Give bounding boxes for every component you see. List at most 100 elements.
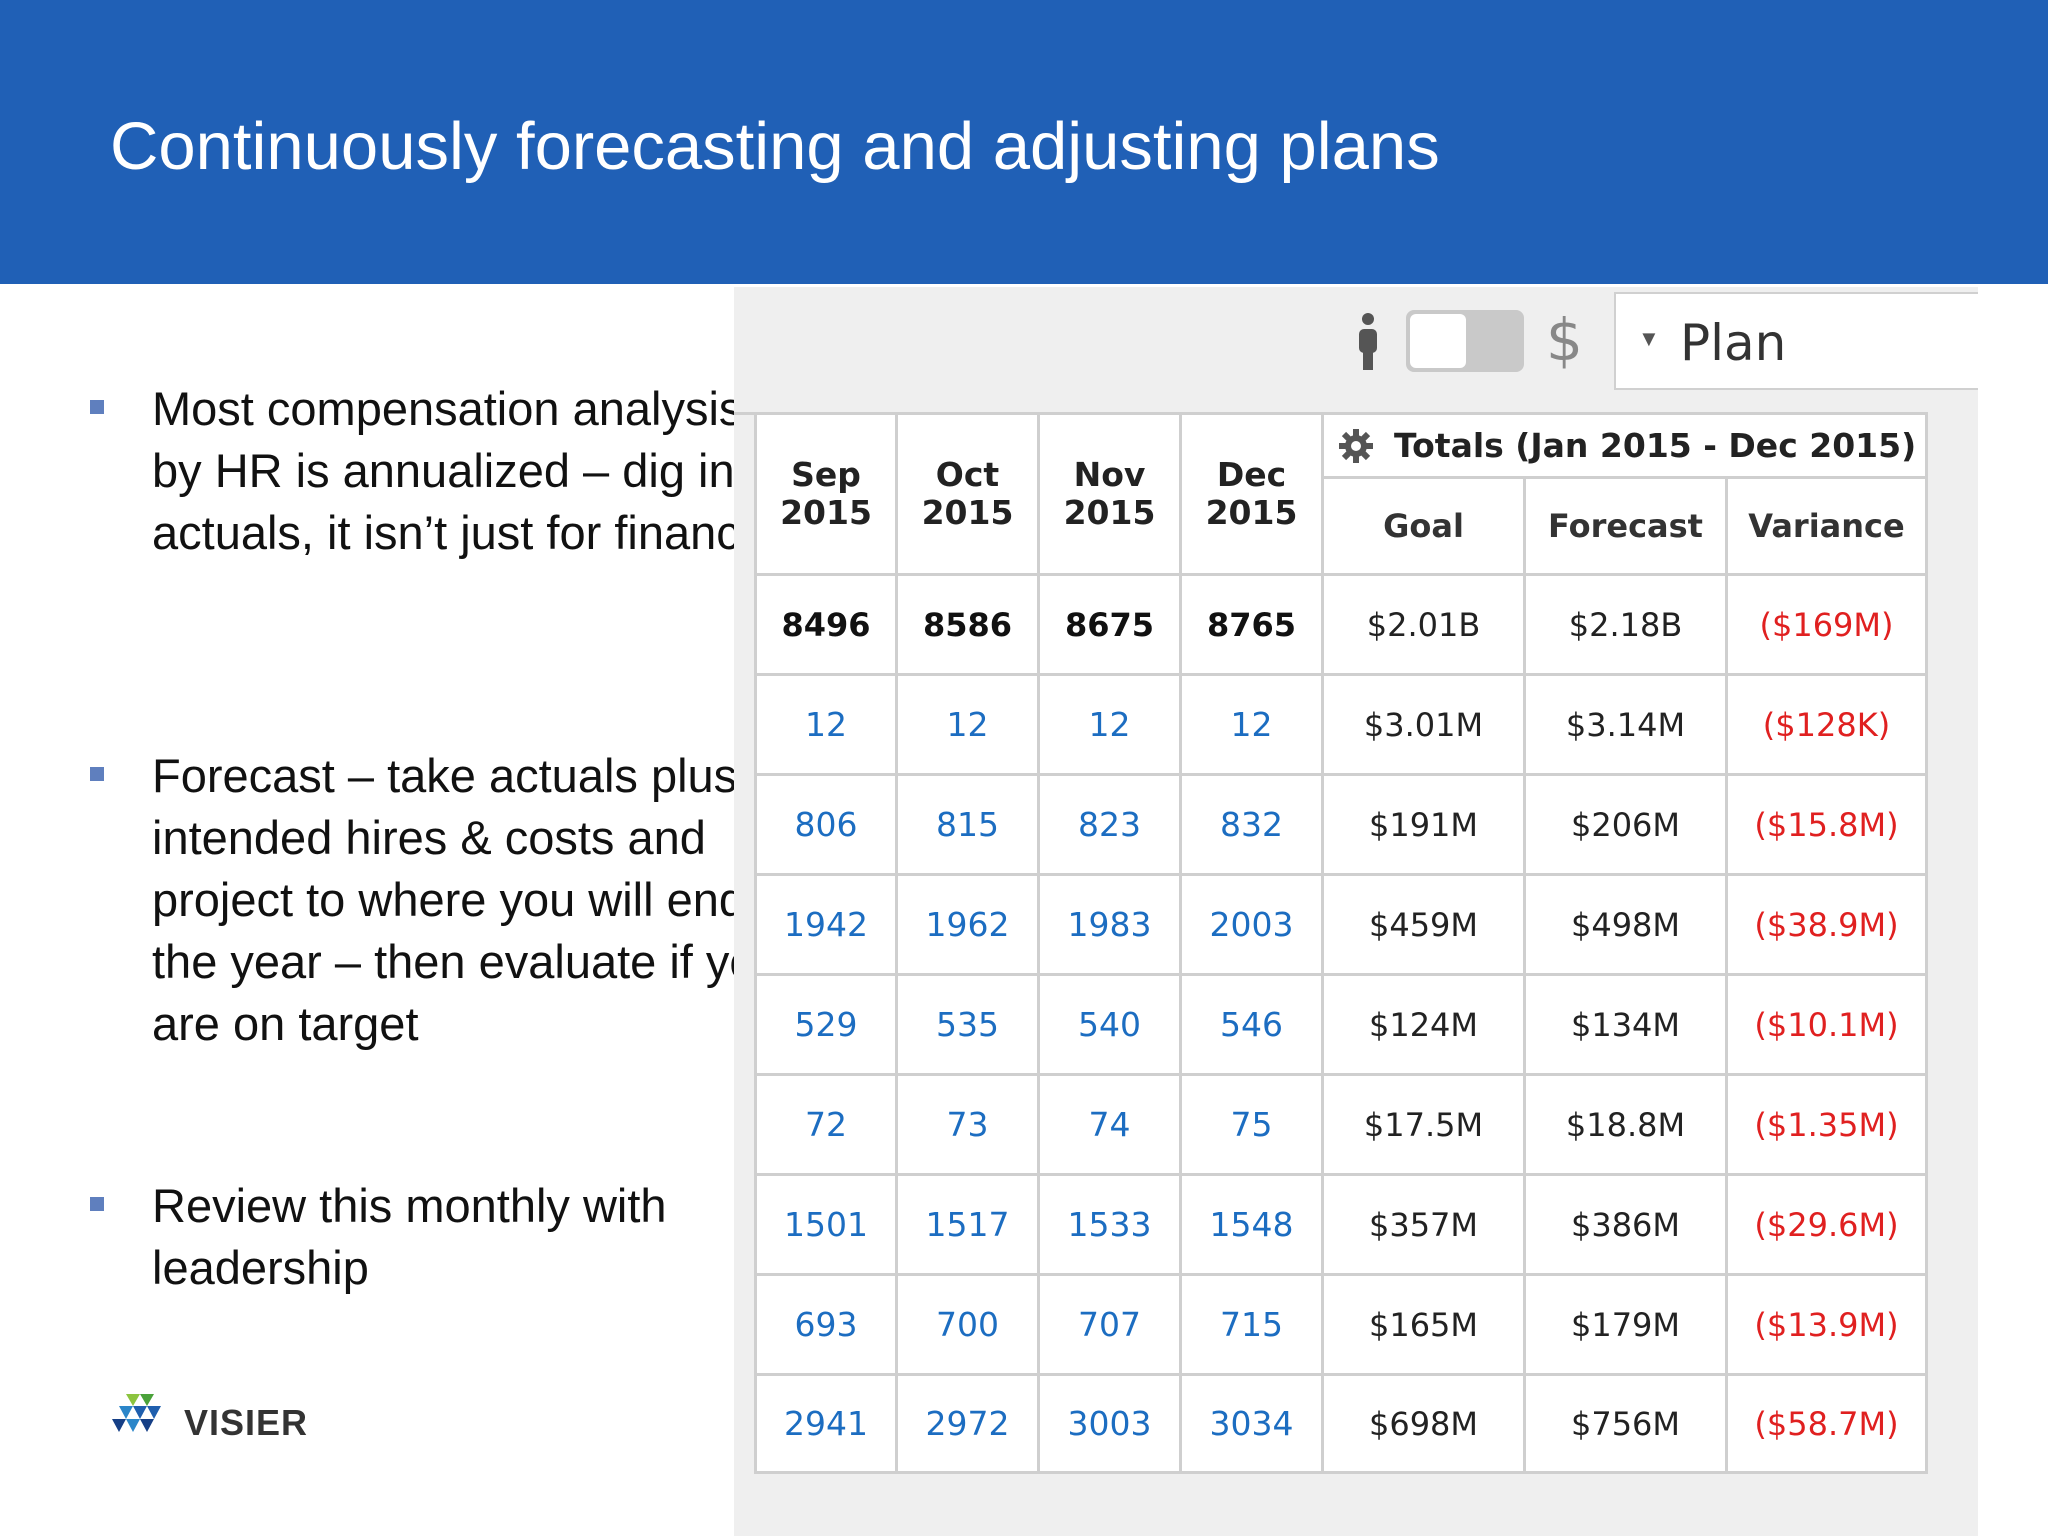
headcount-cell: 8496 [757,576,898,676]
headcount-cell[interactable]: 2003 [1182,876,1324,976]
visier-logo: VISIER [110,1392,370,1452]
caret-down-icon: ▼ [1638,326,1660,351]
headcount-cell[interactable]: 823 [1040,776,1182,876]
bullet-text: Most compensation analysis by HR is annu… [152,382,774,559]
headcount-cell: 8675 [1040,576,1182,676]
slide-header [0,0,2048,284]
headcount-cell[interactable]: 2941 [757,1376,898,1474]
forecast-cell: $18.8M [1526,1076,1728,1176]
headcount-cell[interactable]: 1501 [757,1176,898,1276]
visier-logo-icon [112,1394,161,1432]
headcount-cell[interactable]: 700 [898,1276,1040,1376]
headcount-cost-toggle[interactable] [1406,310,1524,372]
forecast-cell: $386M [1526,1176,1728,1276]
bullet-text: Forecast – take actuals plus intended hi… [152,749,782,1050]
goal-cell: $698M [1324,1376,1526,1474]
table-top-border [734,412,1928,415]
bullet-square-icon [90,767,104,781]
year-label: 2015 [1063,493,1156,532]
headcount-cell[interactable]: 693 [757,1276,898,1376]
forecast-cell: $756M [1526,1376,1728,1474]
goal-cell: $191M [1324,776,1526,876]
headcount-cell[interactable]: 529 [757,976,898,1076]
slide-title: Continuously forecasting and adjusting p… [110,109,1440,184]
headcount-cell[interactable]: 12 [1182,676,1324,776]
headcount-cell[interactable]: 540 [1040,976,1182,1076]
goal-cell: $459M [1324,876,1526,976]
plan-dropdown-value: Plan [1680,314,1787,372]
dollar-icon[interactable]: $ [1546,306,1583,374]
headcount-cell: 8586 [898,576,1040,676]
month-column-header[interactable]: Dec 2015 [1182,415,1324,576]
headcount-cell[interactable]: 806 [757,776,898,876]
headcount-cell[interactable]: 72 [757,1076,898,1176]
headcount-cell[interactable]: 546 [1182,976,1324,1076]
totals-header: Totals (Jan 2015 - Dec 2015) [1324,415,1928,479]
forecast-cell: $134M [1526,976,1728,1076]
headcount-cell[interactable]: 12 [1040,676,1182,776]
month-column-header[interactable]: Oct 2015 [898,415,1040,576]
headcount-cell[interactable]: 3034 [1182,1376,1324,1474]
headcount-cell[interactable]: 1548 [1182,1176,1324,1276]
goal-cell: $3.01M [1324,676,1526,776]
headcount-cell[interactable]: 707 [1040,1276,1182,1376]
headcount-cell[interactable]: 73 [898,1076,1040,1176]
person-icon[interactable] [1357,312,1379,372]
forecast-cell: $498M [1526,876,1728,976]
headcount-cell[interactable]: 75 [1182,1076,1324,1176]
variance-cell: ($58.7M) [1728,1376,1928,1474]
month-label: Oct [935,455,1000,494]
headcount-cell[interactable]: 12 [757,676,898,776]
month-label: Sep [791,455,861,494]
headcount-cell[interactable]: 1942 [757,876,898,976]
headcount-cell[interactable]: 1533 [1040,1176,1182,1276]
headcount-cell[interactable]: 74 [1040,1076,1182,1176]
goal-cell: $2.01B [1324,576,1526,676]
totals-column-header[interactable]: Variance [1728,479,1928,576]
year-label: 2015 [780,493,872,532]
variance-cell: ($13.9M) [1728,1276,1928,1376]
headcount-cell[interactable]: 535 [898,976,1040,1076]
totals-column-header[interactable]: Forecast [1526,479,1728,576]
variance-cell: ($38.9M) [1728,876,1928,976]
logo-text: VISIER [184,1402,309,1443]
plan-dropdown[interactable]: ▼ Plan [1614,292,1978,390]
variance-cell: ($1.35M) [1728,1076,1928,1176]
variance-cell: ($29.6M) [1728,1176,1928,1276]
month-column-header[interactable]: Nov 2015 [1040,415,1182,576]
goal-cell: $357M [1324,1176,1526,1276]
variance-cell: ($10.1M) [1728,976,1928,1076]
headcount-cell[interactable]: 2972 [898,1376,1040,1474]
toggle-knob[interactable] [1410,314,1466,368]
variance-cell: ($128K) [1728,676,1928,776]
headcount-cell[interactable]: 715 [1182,1276,1324,1376]
goal-cell: $165M [1324,1276,1526,1376]
year-label: 2015 [921,493,1014,532]
bullet-text: Review this monthly with leadership [152,1179,667,1294]
gear-icon[interactable] [1338,428,1374,464]
forecast-cell: $206M [1526,776,1728,876]
goal-cell: $17.5M [1324,1076,1526,1176]
totals-column-header[interactable]: Goal [1324,479,1526,576]
month-column-header[interactable]: Sep 2015 [757,415,898,576]
table-left-border [754,412,757,1474]
bullet-square-icon [90,1197,104,1211]
headcount-cell[interactable]: 1517 [898,1176,1040,1276]
variance-cell: ($169M) [1728,576,1928,676]
forecast-cell: $2.18B [1526,576,1728,676]
goal-cell: $124M [1324,976,1526,1076]
variance-cell: ($15.8M) [1728,776,1928,876]
headcount-cell[interactable]: 832 [1182,776,1324,876]
headcount-cell[interactable]: 815 [898,776,1040,876]
headcount-cell[interactable]: 1983 [1040,876,1182,976]
headcount-cell[interactable]: 12 [898,676,1040,776]
headcount-cell: 8765 [1182,576,1324,676]
year-label: 2015 [1205,493,1298,532]
month-label: Dec [1216,455,1287,494]
month-label: Nov [1073,455,1146,494]
forecast-cell: $3.14M [1526,676,1728,776]
headcount-cell[interactable]: 1962 [898,876,1040,976]
headcount-cell[interactable]: 3003 [1040,1376,1182,1474]
forecast-cell: $179M [1526,1276,1728,1376]
bullet-square-icon [90,400,104,414]
